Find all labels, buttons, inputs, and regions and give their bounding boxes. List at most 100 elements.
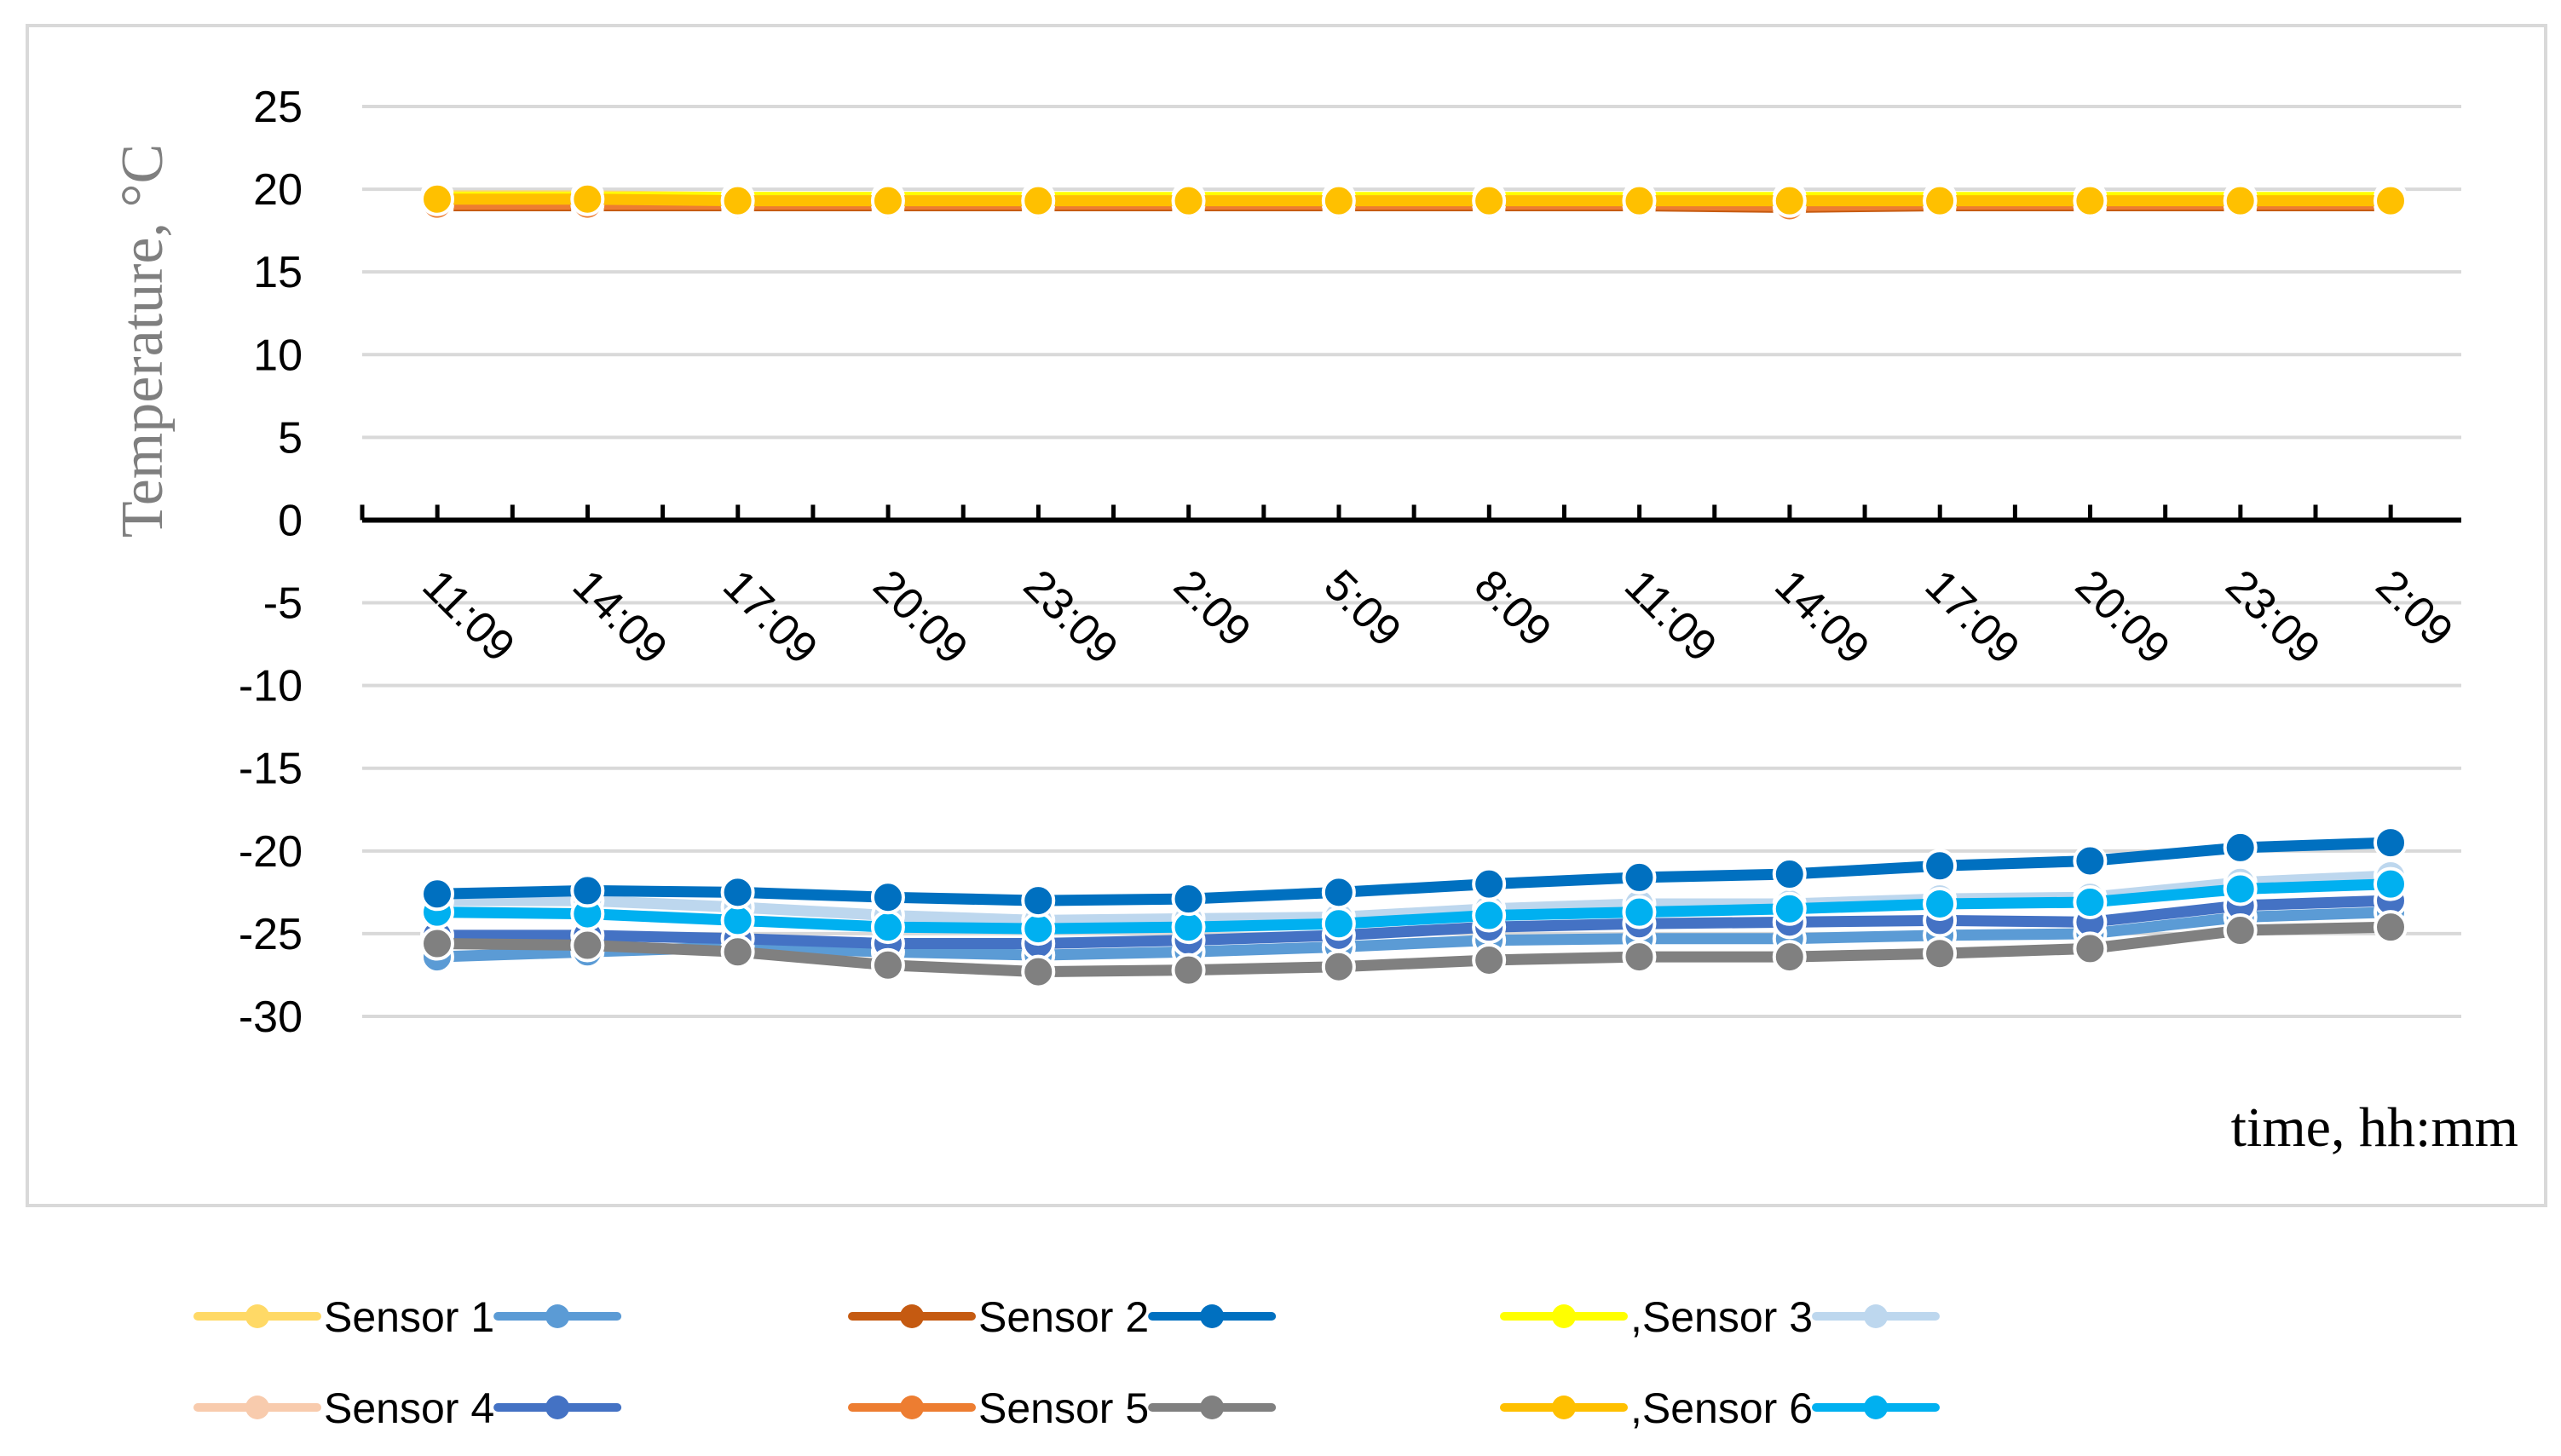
data-point — [570, 928, 605, 963]
legend-item: Sensor 5 — [848, 1384, 1277, 1432]
data-point — [1622, 860, 1657, 895]
y-tick-label: 0 — [278, 496, 303, 545]
series-lines — [420, 178, 2408, 989]
data-point — [1321, 906, 1356, 941]
data-point — [2073, 885, 2108, 920]
y-tick-label: -30 — [239, 993, 303, 1042]
data-point — [420, 926, 454, 961]
data-point — [720, 903, 755, 938]
data-point — [870, 880, 905, 915]
data-point — [1622, 940, 1657, 975]
y-tick-label: -10 — [239, 662, 303, 711]
series-line — [431, 895, 2397, 950]
y-tick-label: -15 — [239, 745, 303, 794]
data-point — [420, 877, 454, 912]
data-point — [2374, 910, 2408, 945]
data-point — [2073, 843, 2108, 878]
data-point — [870, 183, 905, 218]
legend-label: Sensor 5 — [978, 1384, 1149, 1432]
y-axis-label: Temperature, °C — [110, 144, 176, 538]
legend-label: Sensor 1 — [324, 1293, 494, 1341]
y-tick-label: 20 — [253, 165, 303, 215]
data-point — [1472, 183, 1507, 218]
data-point — [720, 875, 755, 910]
y-tick-label: -5 — [263, 579, 303, 629]
legend-label: Sensor 2 — [978, 1293, 1149, 1341]
data-point — [1772, 940, 1807, 975]
legend-item: Sensor 4 — [193, 1384, 622, 1432]
y-tick-label: 15 — [253, 248, 303, 297]
y-tick-label: 10 — [253, 331, 303, 380]
y-tick-label: -20 — [239, 827, 303, 877]
x-axis — [360, 504, 2461, 523]
data-point — [420, 181, 454, 216]
legend-label: ,Sensor 3 — [1630, 1293, 1813, 1341]
data-point — [1772, 891, 1807, 926]
data-point — [2223, 183, 2258, 218]
legend-marker-right — [545, 1304, 570, 1328]
legend: Sensor 1 Sensor 2 ,Sensor 3 Sensor 4 Sensor … — [193, 1293, 1941, 1432]
legend-marker-left — [245, 1304, 269, 1328]
data-point — [1171, 183, 1206, 218]
data-point — [570, 873, 605, 908]
data-point — [2073, 931, 2108, 966]
data-point — [1472, 942, 1507, 977]
data-point — [1171, 882, 1206, 917]
series-12 — [420, 826, 2408, 918]
series-line — [431, 193, 2397, 207]
legend-marker-left — [245, 1396, 269, 1419]
data-point — [2374, 183, 2408, 218]
data-point — [1321, 183, 1356, 218]
data-point — [2073, 183, 2108, 218]
series-9 — [420, 910, 2408, 989]
data-point — [720, 935, 755, 970]
data-point — [1021, 183, 1056, 218]
legend-marker-right — [1864, 1396, 1889, 1419]
legend-item: Sensor 2 — [848, 1293, 1277, 1341]
legend-label: Sensor 4 — [324, 1384, 494, 1432]
data-point — [1472, 898, 1507, 933]
data-point — [1923, 183, 1958, 218]
data-point — [1171, 952, 1206, 987]
data-point — [1923, 936, 1958, 971]
data-point — [2223, 913, 2258, 948]
legend-marker-left — [900, 1396, 924, 1419]
legend-marker-right — [1200, 1396, 1225, 1419]
data-point — [720, 183, 755, 218]
data-point — [870, 910, 905, 945]
legend-marker-left — [1552, 1304, 1576, 1328]
data-point — [1772, 183, 1807, 218]
data-point — [570, 181, 605, 216]
data-point — [1321, 949, 1356, 984]
legend-marker-right — [1200, 1304, 1225, 1328]
y-tick-label: 5 — [278, 413, 303, 463]
data-point — [1171, 910, 1206, 945]
legend-marker-left — [1552, 1396, 1576, 1419]
data-point — [1321, 875, 1356, 910]
legend-label: ,Sensor 6 — [1630, 1384, 1813, 1432]
data-point — [2374, 866, 2408, 901]
data-point — [2223, 872, 2258, 906]
legend-marker-right — [1864, 1304, 1889, 1328]
data-point — [1472, 866, 1507, 901]
series-line — [431, 837, 2397, 906]
series-line — [431, 921, 2397, 978]
data-point — [1622, 183, 1657, 218]
x-axis-label: time, hh:mm — [2231, 1096, 2518, 1159]
legend-item: ,Sensor 6 — [1500, 1384, 1941, 1432]
data-point — [1622, 895, 1657, 929]
series-6 — [420, 181, 2408, 218]
data-point — [1923, 886, 1958, 921]
legend-item: ,Sensor 3 — [1500, 1293, 1941, 1341]
y-tick-label: -25 — [239, 910, 303, 959]
data-point — [1021, 883, 1056, 918]
y-tick-label: 25 — [253, 83, 303, 132]
legend-marker-right — [545, 1396, 570, 1419]
data-point — [870, 947, 905, 982]
series-line — [431, 878, 2397, 935]
data-point — [2374, 826, 2408, 860]
data-point — [1772, 857, 1807, 892]
chart-frame — [26, 24, 2547, 1207]
legend-item: Sensor 1 — [193, 1293, 622, 1341]
